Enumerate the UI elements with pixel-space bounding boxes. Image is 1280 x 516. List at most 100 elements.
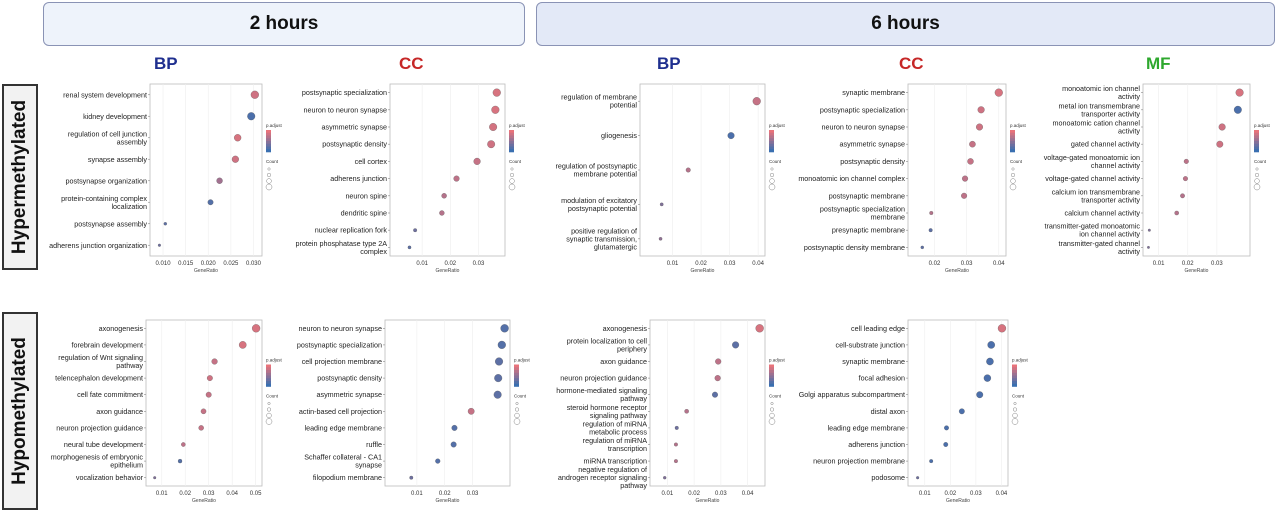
hypo-6h-bp-term-line: periphery (617, 344, 647, 353)
hyper-2h-bp-legend-swatch (266, 149, 271, 153)
hyper-6h-mf-point (1216, 140, 1224, 148)
hyper-2h-cc-term-line: cell cortex (355, 157, 388, 166)
hypo-6h-bp-legend-swatch (769, 378, 774, 382)
hypo-6h-bp-point (714, 375, 721, 382)
hypo-2h-cc-tick-label: 0.01 (411, 491, 423, 497)
hyper-6h-cc-tick-label: 0.02 (929, 261, 941, 267)
hypo-2h-cc-point (500, 324, 509, 333)
hyper-2h-cc-term-label: neuron to neuron synapse (303, 105, 387, 114)
hypo-2h-bp-term-label: cell fate commitment (77, 390, 143, 399)
hyper-6h-bp-term-line: modulation of excitatory (561, 196, 637, 205)
hyper-2h-bp-size-key (265, 183, 273, 191)
hypo-2h-bp-point (252, 324, 261, 333)
hyper-2h-cc-term-line: neuron spine (345, 191, 387, 200)
hyper-2h-bp-legend-swatch (266, 132, 271, 136)
hypo-6h-bp-point (663, 476, 667, 480)
hypo-2h-bp-xlabel: GeneRatio (192, 498, 216, 504)
hypo-2h-bp-term-line: cell fate commitment (77, 390, 143, 399)
hypo-6h-cc-term-label: synaptic membrane (842, 357, 905, 366)
hypo-6h-bp-tick-label: 0.03 (715, 491, 727, 497)
hyper-2h-bp-term-line: protein-containing complex (61, 194, 147, 203)
hyper-6h-mf-term-label: transmitter-gated channel activity (1058, 239, 1140, 256)
hypo-2h-cc-tick-label: 0.02 (439, 491, 451, 497)
hyper-2h-bp-size-key (266, 178, 272, 184)
hyper-6h-mf-point (1147, 246, 1150, 249)
hyper-2h-bp-term-label: synapse assembly (88, 155, 148, 164)
hypo-6h-bp-legend-swatch (769, 367, 774, 371)
hypo-2h-bp-term-line: epithelium (110, 461, 143, 470)
hypo-2h-cc-point (450, 441, 457, 448)
hypo-6h-bp-legend-swatch (769, 375, 774, 379)
hyper-6h-bp-term-line: regulation of postsynaptic (555, 162, 637, 171)
hypo-6h-bp-legend-swatch (769, 372, 774, 376)
hyper-6h-cc-term-line: neuron to neuron synapse (821, 123, 905, 132)
hypo-6h-cc-size-key (1011, 418, 1019, 425)
hypo-6h-bp-term-label: protein localization to cell periphery (567, 336, 648, 353)
hypo-6h-bp-term-label: hormone-mediated signaling pathway (556, 386, 647, 403)
hypo-6h-cc-point (987, 341, 995, 349)
hypo-2h-cc-legend-swatch (514, 372, 519, 376)
hypo-2h-bp-legend-swatch (266, 364, 271, 368)
hyper-2h-cc-term-label: cell cortex (355, 157, 388, 166)
hypo-6h-cc-size-key (1012, 412, 1018, 419)
hyper-2h-bp-point (157, 243, 161, 247)
hyper-6h-mf-term-label: monoatomic cation channel activity (1053, 119, 1141, 136)
hypo-6h-bp-term-line: axon guidance (600, 357, 647, 366)
hyper-6h-cc-term-label: postsynaptic density membrane (804, 243, 905, 252)
hypo-2h-cc-xlabel: GeneRatio (436, 498, 460, 504)
header-6-hours-label: 6 hours (871, 13, 940, 34)
hypo-6h-cc-term-line: cell-substrate junction (835, 340, 905, 349)
hyper-6h-cc-term-label: postsynaptic specialization (820, 105, 905, 114)
hypo-2h-bp-point (200, 408, 207, 415)
hypo-2h-cc-size-key (515, 402, 519, 405)
hyper-2h-cc-point (441, 193, 447, 199)
hypo-2h-bp-term-label: morphogenesis of embryonic epithelium (51, 453, 144, 470)
hypo-6h-bp-term-label: axon guidance (600, 357, 647, 366)
chart-hyper-6h-cc: 0.02 0.03 0.04 GeneRatio synaptic membrane po… (798, 83, 1027, 274)
hyper-6h-mf-tick-label: 0.01 (1153, 261, 1165, 267)
hyper-2h-bp-size-title: Count (266, 159, 279, 164)
chart-hyper-6h-bp: 0.01 0.02 0.03 0.04 GeneRatio regulation of m… (555, 83, 786, 274)
hypo-2h-cc-size-key (515, 407, 520, 412)
hyper-6h-mf-plot-area (1142, 83, 1251, 257)
hypo-2h-cc-point (435, 458, 441, 464)
hypo-6h-bp-term-line: pathway (620, 394, 647, 403)
hypo-2h-bp-term-line: morphogenesis of embryonic (51, 453, 144, 462)
hyper-6h-mf-term-label: transmitter-gated monoatomic ion channel … (1045, 222, 1141, 239)
hyper-6h-cc-term-line: synaptic membrane (842, 88, 905, 97)
hyper-6h-cc-term-line: postsynaptic density membrane (804, 243, 905, 252)
hyper-6h-bp-legend-swatch (769, 146, 774, 150)
hyper-2h-bp-term-line: adherens junction organization (49, 241, 147, 250)
hypo-6h-bp-term-line: regulation of miRNA (583, 419, 648, 428)
hypo-2h-cc-legend-swatch (514, 367, 519, 371)
hyper-6h-cc-point (976, 123, 983, 131)
hypo-6h-bp-point (674, 442, 678, 447)
hypo-2h-cc-plot-area (384, 319, 511, 487)
hypo-6h-cc-point (976, 391, 984, 399)
hyper-6h-mf-term-line: ion channel activity (1079, 230, 1140, 239)
hyper-6h-cc-legend-swatch (1010, 141, 1015, 145)
hyper-6h-cc-size-key (1009, 183, 1017, 191)
hypo-2h-cc-size-key (514, 412, 520, 419)
hyper-6h-bp-size-key (769, 178, 775, 184)
hypo-2h-bp-term-label: neuron projection guidance (56, 423, 143, 432)
ontology-mf-6h: MF (1146, 54, 1171, 73)
hyper-6h-cc-term-label: postsynaptic density (840, 157, 905, 166)
hyper-2h-cc-legend-swatch (509, 130, 514, 134)
header-2-hours: 2 hours (43, 2, 525, 46)
header-2-hours-label: 2 hours (249, 13, 319, 34)
hyper-2h-cc-term-line: asymmetric synapse (321, 123, 387, 132)
hyper-6h-bp-point (659, 202, 664, 207)
hyper-6h-cc-term-label: neuron to neuron synapse (821, 123, 905, 132)
hyper-2h-cc-size-key (510, 172, 515, 177)
hyper-2h-cc-term-label: adherens junction (330, 174, 387, 183)
hyper-2h-cc-point (491, 105, 500, 114)
hypo-6h-cc-term-label: Golgi apparatus subcompartment (799, 390, 905, 399)
hypo-2h-bp-term-label: telencephalon development (55, 374, 143, 383)
hypo-6h-cc-term-label: podosome (871, 473, 905, 482)
hypo-6h-cc-point (986, 357, 994, 366)
hyper-6h-mf-term-label: calcium ion transmembrane transporter act… (1052, 187, 1141, 204)
hyper-2h-bp-size-key (267, 167, 271, 171)
hypo-2h-cc-legend-swatch (514, 364, 519, 368)
hyper-2h-bp-tick-label: 0.015 (178, 261, 194, 267)
